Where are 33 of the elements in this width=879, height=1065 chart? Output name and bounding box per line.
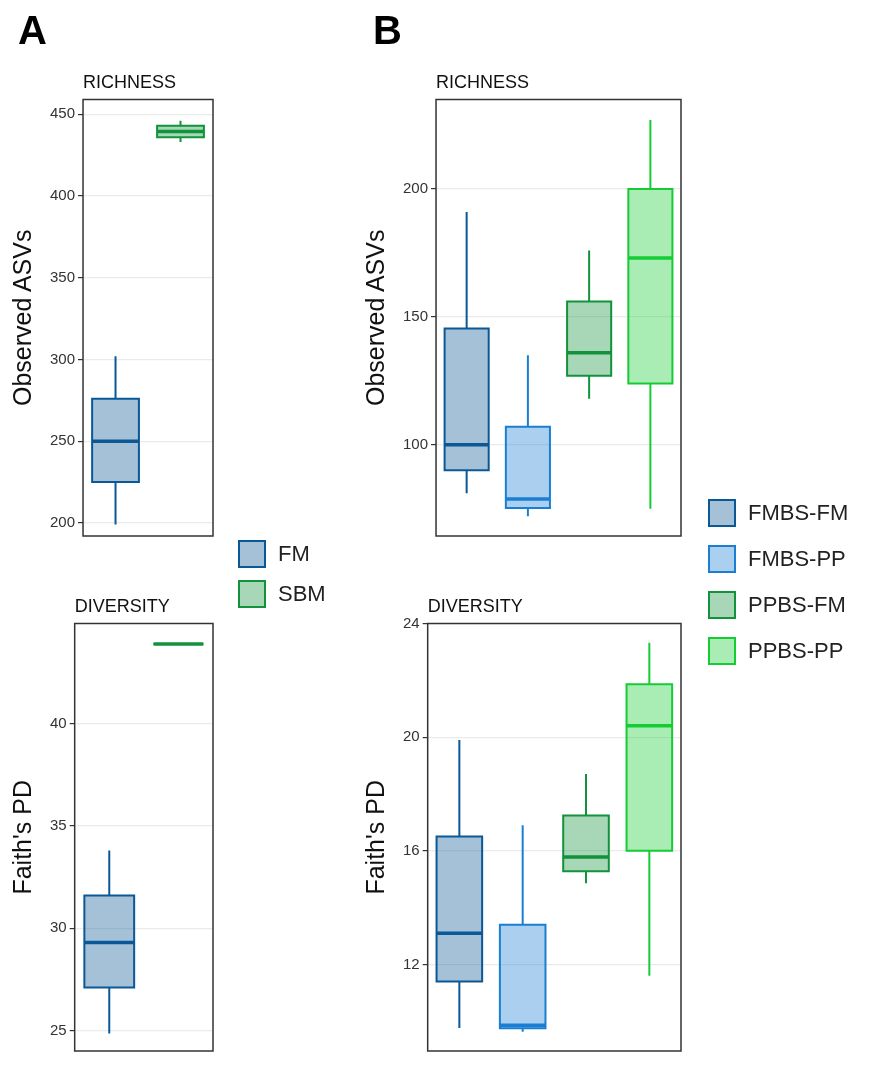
y-axis-title: Observed ASVs xyxy=(7,229,36,407)
y-tick-label: 100 xyxy=(403,434,429,452)
y-tick-label: 200 xyxy=(403,179,429,197)
y-tick-label: 16 xyxy=(403,840,420,858)
y-tick-label: 300 xyxy=(50,349,76,367)
y-tick-label: 150 xyxy=(403,307,429,325)
y-tick-label: 24 xyxy=(403,613,420,631)
y-tick-label: 40 xyxy=(50,713,67,731)
chart-title: DIVERSITY xyxy=(74,595,170,616)
chart-title: RICHNESS xyxy=(436,71,530,92)
legend-label: FM xyxy=(278,541,310,567)
y-axis-title: Faith's PD xyxy=(7,780,36,895)
y-tick-label: 350 xyxy=(50,267,76,285)
text: B xyxy=(373,8,402,53)
y-axis-title: Faith's PD xyxy=(360,780,389,895)
y-tick-label: 250 xyxy=(50,431,76,449)
legend-label: PPBS-FM xyxy=(748,592,846,618)
y-tick-label: 25 xyxy=(50,1020,67,1038)
legend-label: SBM xyxy=(278,581,326,607)
y-tick-label: 20 xyxy=(403,727,420,745)
y-axis-title: Observed ASVs xyxy=(360,229,389,407)
y-tick-label: 12 xyxy=(403,954,420,972)
chart-title: DIVERSITY xyxy=(427,595,523,616)
legend-label: PPBS-PP xyxy=(748,638,844,664)
y-tick-label: 200 xyxy=(50,513,76,531)
text: A xyxy=(18,8,47,53)
legend-label: FMBS-PP xyxy=(748,546,846,572)
legend-label: FMBS-FM xyxy=(748,500,849,526)
y-tick-label: 30 xyxy=(50,918,67,936)
y-tick-label: 35 xyxy=(50,816,67,834)
y-tick-label: 400 xyxy=(50,186,76,204)
chart-title: RICHNESS xyxy=(83,71,177,92)
y-tick-label: 450 xyxy=(50,104,76,122)
